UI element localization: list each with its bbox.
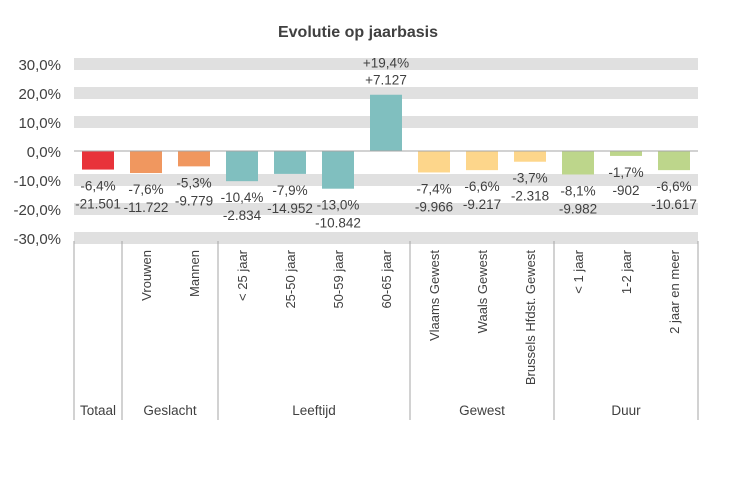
data-label-absolute: -2.834 (223, 208, 262, 223)
category-label: Waals Gewest (475, 250, 490, 334)
data-label-percent: -13,0% (317, 198, 360, 213)
y-tick-label: 0,0% (27, 144, 61, 161)
data-label-percent: -6,4% (80, 179, 115, 194)
y-tick-label: 10,0% (18, 115, 61, 132)
category-label: 1-2 jaar (619, 249, 634, 294)
bar (274, 151, 306, 174)
data-label-absolute: -21.501 (75, 197, 121, 212)
bar (418, 151, 450, 173)
category-label: 60-65 jaar (379, 249, 394, 308)
data-label-percent: -5,3% (176, 175, 211, 190)
group-label: Duur (611, 403, 641, 418)
group-label: Totaal (80, 403, 116, 418)
bar (466, 151, 498, 171)
bar (370, 94, 402, 151)
category-label: Vlaams Gewest (427, 250, 442, 341)
group-label: Leeftijd (292, 403, 336, 418)
bar (322, 151, 354, 189)
data-label-absolute: -9.966 (415, 199, 453, 214)
data-label-absolute: -11.722 (124, 200, 169, 215)
data-label-percent: -8,1% (560, 183, 595, 198)
data-label-percent: -7,9% (272, 183, 307, 198)
data-label-absolute: -9.217 (463, 197, 501, 212)
data-label-percent: -7,6% (128, 182, 163, 197)
chart-title: Evolutie op jaarbasis (278, 24, 438, 41)
category-label: Vrouwen (139, 250, 154, 301)
data-label-percent: -10,4% (221, 190, 264, 205)
y-tick-label: 30,0% (18, 57, 61, 74)
grid-band (74, 232, 698, 244)
y-tick-label: 20,0% (18, 86, 61, 103)
data-label-percent: -6,6% (464, 179, 499, 194)
data-label-percent: +19,4% (363, 56, 409, 71)
bar (514, 151, 546, 162)
category-label: Mannen (187, 250, 202, 297)
y-tick-label: -30,0% (13, 231, 61, 248)
data-label-absolute: -14.952 (267, 201, 313, 216)
data-label-percent: -6,6% (656, 179, 691, 194)
data-label-percent: -3,7% (512, 171, 547, 186)
bar (82, 151, 114, 170)
y-tick-label: -10,0% (13, 173, 61, 190)
grid-band (74, 87, 698, 99)
bar (562, 151, 594, 175)
category-label: 25-50 jaar (283, 249, 298, 308)
bar (610, 151, 642, 156)
bar (658, 151, 690, 171)
data-label-absolute: -10.617 (651, 197, 697, 212)
grid-band (74, 174, 698, 186)
grid-band (74, 58, 698, 70)
group-label: Gewest (459, 403, 505, 418)
data-label-absolute: -902 (612, 183, 639, 198)
data-label-absolute: -9.779 (175, 193, 213, 208)
category-label: Brussels Hfdst. Gewest (523, 250, 538, 385)
bar (226, 151, 258, 182)
category-label: 2 jaar en meer (667, 249, 682, 333)
data-label-percent: -1,7% (608, 165, 643, 180)
group-label: Geslacht (143, 403, 197, 418)
bar (130, 151, 162, 174)
data-label-percent: -7,4% (416, 181, 451, 196)
grid-band (74, 203, 698, 215)
bar (178, 151, 210, 167)
data-label-absolute: -9.982 (559, 201, 597, 216)
category-label: < 1 jaar (571, 249, 586, 293)
data-label-absolute: -10.842 (315, 216, 361, 231)
data-label-absolute: -2.318 (511, 189, 549, 204)
category-label: 50-59 jaar (331, 249, 346, 308)
data-label-absolute: +7.127 (365, 73, 407, 88)
y-tick-label: -20,0% (13, 202, 61, 219)
category-label: < 25 jaar (235, 249, 250, 301)
